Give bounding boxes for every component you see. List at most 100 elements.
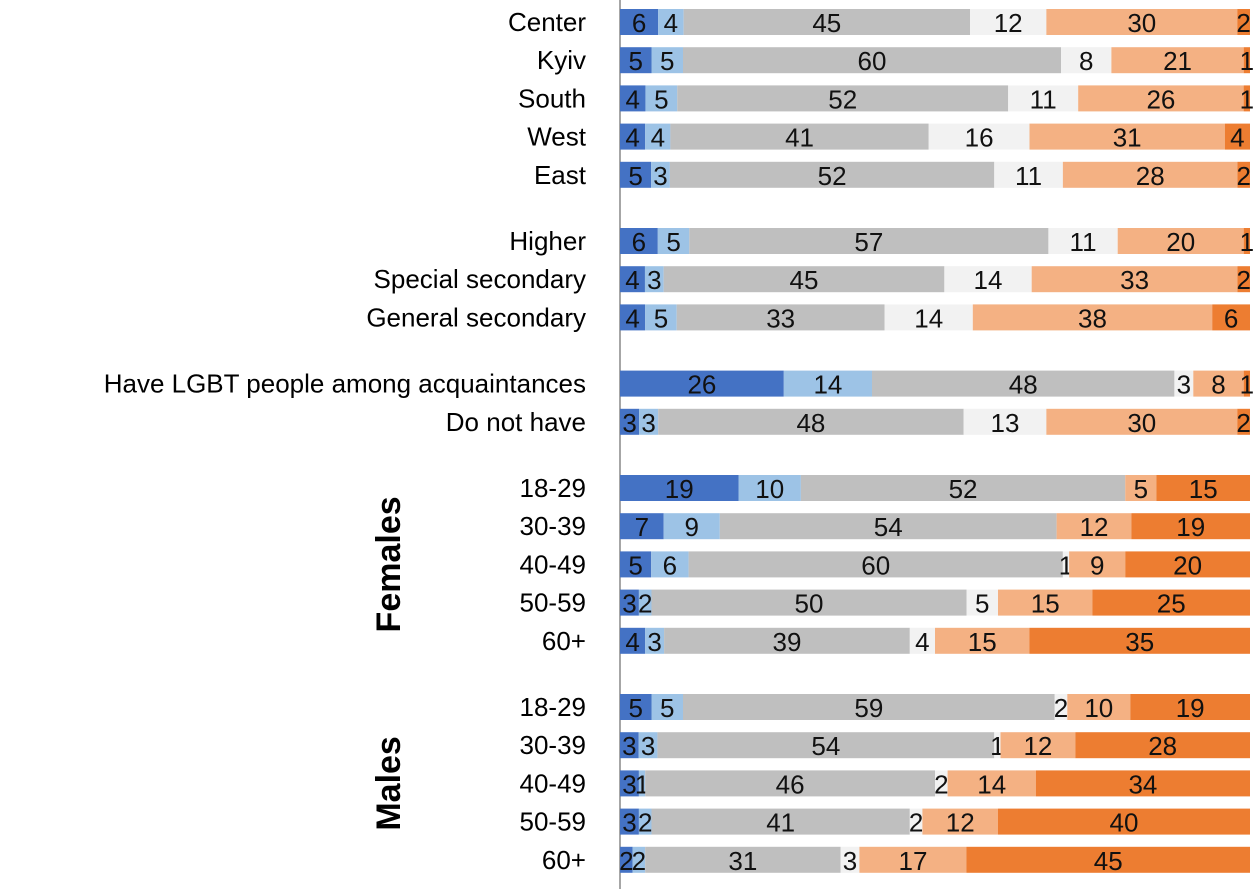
data-label: 20 bbox=[1173, 550, 1202, 580]
group-label: Males bbox=[370, 736, 408, 831]
data-label: 15 bbox=[1031, 589, 1060, 619]
bar-segment bbox=[859, 846, 967, 873]
bar-segment bbox=[872, 370, 1175, 397]
data-label: 2 bbox=[1054, 693, 1068, 723]
bar-segment bbox=[658, 9, 684, 35]
data-label: 3 bbox=[641, 731, 655, 761]
data-label: 5 bbox=[666, 227, 680, 257]
data-label: 3 bbox=[653, 161, 667, 191]
data-label: 35 bbox=[1125, 627, 1154, 657]
data-label: 5 bbox=[628, 161, 642, 191]
data-label: 4 bbox=[625, 303, 639, 333]
bar-segment bbox=[998, 808, 1250, 835]
row-label: 40-49 bbox=[520, 768, 587, 798]
bar-segment bbox=[645, 770, 935, 797]
data-label: 26 bbox=[1146, 84, 1175, 114]
bar-segment bbox=[1048, 228, 1118, 254]
data-label: 12 bbox=[946, 808, 975, 838]
bar-segment bbox=[909, 627, 935, 654]
bar-segment bbox=[657, 732, 995, 759]
data-label: 3 bbox=[1177, 370, 1191, 400]
bar-segment bbox=[645, 846, 841, 873]
bar-segment bbox=[669, 161, 995, 188]
data-label: 38 bbox=[1078, 303, 1107, 333]
bar-segment bbox=[1111, 47, 1244, 74]
data-label: 6 bbox=[632, 8, 646, 38]
data-label: 3 bbox=[641, 408, 655, 438]
data-label: 2 bbox=[638, 808, 652, 838]
bar-segment bbox=[638, 589, 652, 616]
data-label: 41 bbox=[785, 123, 814, 153]
bar-segment bbox=[1061, 47, 1112, 74]
bar-segment bbox=[620, 304, 646, 331]
data-label: 33 bbox=[1120, 265, 1149, 295]
bar-segment bbox=[663, 266, 945, 293]
bar-segment bbox=[620, 228, 658, 254]
data-label: 5 bbox=[628, 550, 642, 580]
data-label: 48 bbox=[1009, 370, 1038, 400]
bar-segment bbox=[651, 694, 683, 720]
bar-segment bbox=[620, 846, 633, 873]
bar-segment bbox=[1243, 85, 1250, 112]
data-label: 15 bbox=[1189, 474, 1218, 504]
bar-segment bbox=[1243, 228, 1250, 254]
group-labels-layer: Females Males bbox=[370, 496, 408, 830]
data-label: 5 bbox=[660, 46, 674, 76]
row-label: Kyiv bbox=[537, 45, 586, 75]
bar-segment bbox=[683, 694, 1055, 720]
data-label: 17 bbox=[898, 846, 927, 876]
bar-segment bbox=[683, 9, 970, 35]
bar-segment bbox=[840, 846, 860, 873]
bar-segment bbox=[620, 408, 640, 435]
data-label: 8 bbox=[1211, 370, 1225, 400]
bar-segment bbox=[651, 47, 683, 74]
bar-segment bbox=[658, 408, 964, 435]
bar-segment bbox=[1125, 551, 1250, 578]
bar-segment bbox=[676, 304, 885, 331]
bar-segment bbox=[994, 161, 1063, 188]
data-label: 25 bbox=[1157, 589, 1186, 619]
bar-segment bbox=[1062, 551, 1070, 578]
data-label: 12 bbox=[1080, 512, 1109, 542]
bar-segment bbox=[800, 475, 1126, 501]
data-label: 28 bbox=[1148, 731, 1177, 761]
data-label: 6 bbox=[632, 227, 646, 257]
data-label: 4 bbox=[664, 8, 678, 38]
bar-segment bbox=[1029, 627, 1250, 654]
data-label: 7 bbox=[635, 512, 649, 542]
data-label: 2 bbox=[1236, 8, 1250, 38]
data-label: 2 bbox=[1236, 408, 1250, 438]
data-label: 8 bbox=[1079, 46, 1093, 76]
data-label: 9 bbox=[684, 512, 698, 542]
data-label: 14 bbox=[914, 303, 943, 333]
bar-segment bbox=[683, 47, 1061, 74]
data-label: 57 bbox=[854, 227, 883, 257]
row-label: 30-39 bbox=[520, 511, 587, 541]
bar-segment bbox=[1130, 694, 1250, 720]
bar-segment bbox=[638, 808, 652, 835]
bar-segment bbox=[639, 408, 659, 435]
data-label: 45 bbox=[812, 8, 841, 38]
bar-segment bbox=[620, 732, 639, 759]
bar-segment bbox=[620, 47, 652, 74]
bar-segment bbox=[1237, 408, 1250, 435]
data-label: 59 bbox=[854, 693, 883, 723]
data-label: 3 bbox=[622, 408, 636, 438]
data-label: 14 bbox=[977, 769, 1006, 799]
bar-segment bbox=[1156, 475, 1250, 501]
bar-segment bbox=[1054, 694, 1068, 720]
bar-segment bbox=[645, 304, 677, 331]
data-label: 2 bbox=[1237, 161, 1251, 191]
bar-segment bbox=[1092, 589, 1250, 616]
bar-segment bbox=[620, 85, 646, 112]
bar-segment bbox=[664, 627, 910, 654]
data-label: 2 bbox=[619, 846, 633, 876]
row-labels-layer: Center Kyiv South West East Higher Special sec… bbox=[104, 7, 587, 875]
data-label: 11 bbox=[1015, 161, 1042, 191]
data-label: 5 bbox=[660, 693, 674, 723]
bar-segment bbox=[620, 161, 652, 188]
data-label: 20 bbox=[1166, 227, 1195, 257]
bar-segment bbox=[783, 370, 872, 397]
bar-segment bbox=[1056, 513, 1132, 540]
data-label: 54 bbox=[874, 512, 903, 542]
